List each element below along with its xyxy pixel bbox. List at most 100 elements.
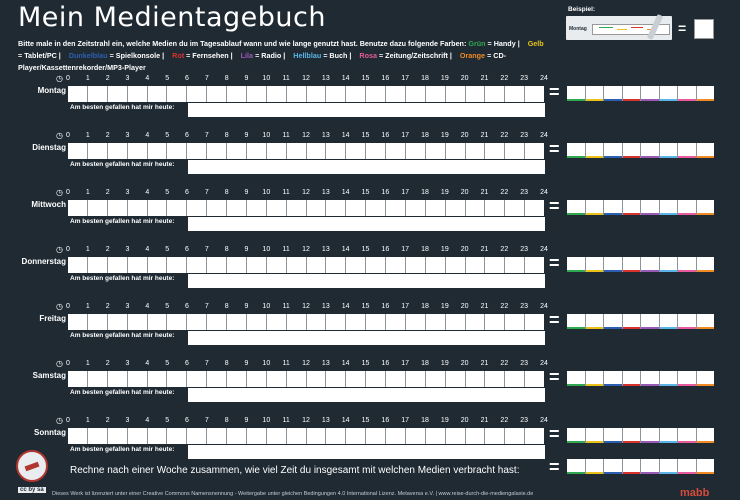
hour-cell[interactable] (128, 143, 148, 159)
hour-cell[interactable] (207, 86, 227, 102)
hour-cell[interactable] (386, 86, 406, 102)
hour-cell[interactable] (406, 314, 426, 330)
hour-cell[interactable] (287, 314, 307, 330)
total-slot[interactable] (641, 86, 660, 101)
hour-cell[interactable] (167, 314, 188, 330)
hour-cell[interactable] (287, 143, 307, 159)
hour-cell[interactable] (167, 371, 188, 387)
hour-cell[interactable] (505, 200, 526, 216)
hour-cell[interactable] (148, 86, 168, 102)
hour-cell[interactable] (187, 371, 208, 387)
hour-cell[interactable] (108, 371, 128, 387)
hour-cell[interactable] (128, 200, 148, 216)
hour-cell[interactable] (446, 371, 466, 387)
day-timeline[interactable] (68, 143, 544, 159)
hour-cell[interactable] (187, 314, 208, 330)
hour-cell[interactable] (148, 371, 168, 387)
total-slot[interactable] (604, 257, 623, 272)
hour-cell[interactable] (446, 428, 466, 444)
favorite-field[interactable] (188, 388, 545, 402)
total-slot[interactable] (622, 428, 641, 443)
hour-cell[interactable] (346, 371, 367, 387)
hour-cell[interactable] (207, 200, 227, 216)
total-slot[interactable] (696, 314, 714, 329)
hour-cell[interactable] (88, 428, 108, 444)
hour-cell[interactable] (366, 143, 386, 159)
total-slot[interactable] (641, 143, 660, 158)
hour-cell[interactable] (247, 371, 267, 387)
hour-cell[interactable] (287, 257, 307, 273)
hour-cell[interactable] (446, 143, 466, 159)
hour-cell[interactable] (227, 314, 247, 330)
hour-cell[interactable] (148, 428, 168, 444)
total-slot[interactable] (696, 257, 714, 272)
hour-cell[interactable] (267, 143, 287, 159)
hour-cell[interactable] (187, 200, 208, 216)
hour-cell[interactable] (307, 371, 327, 387)
total-slot[interactable] (567, 257, 586, 272)
hour-cell[interactable] (68, 257, 88, 273)
hour-cell[interactable] (485, 371, 506, 387)
total-slot[interactable] (567, 459, 586, 474)
total-slot[interactable] (696, 86, 714, 101)
hour-cell[interactable] (187, 428, 208, 444)
day-totals[interactable] (567, 428, 714, 443)
hour-cell[interactable] (466, 371, 486, 387)
total-slot[interactable] (585, 257, 604, 272)
hour-cell[interactable] (426, 86, 446, 102)
favorite-field[interactable] (188, 331, 545, 345)
hour-cell[interactable] (426, 371, 446, 387)
total-slot[interactable] (604, 371, 623, 386)
total-slot[interactable] (604, 314, 623, 329)
hour-cell[interactable] (108, 314, 128, 330)
hour-cell[interactable] (326, 371, 347, 387)
total-slot[interactable] (567, 200, 586, 215)
hour-cell[interactable] (207, 257, 227, 273)
hour-cell[interactable] (505, 143, 526, 159)
favorite-field[interactable] (188, 217, 545, 231)
total-slot[interactable] (641, 459, 660, 474)
hour-cell[interactable] (326, 86, 347, 102)
total-slot[interactable] (622, 257, 641, 272)
hour-cell[interactable] (366, 200, 386, 216)
total-slot[interactable] (678, 143, 697, 158)
hour-cell[interactable] (227, 371, 247, 387)
hour-cell[interactable] (128, 314, 148, 330)
hour-cell[interactable] (485, 428, 506, 444)
hour-cell[interactable] (346, 86, 367, 102)
hour-cell[interactable] (386, 257, 406, 273)
hour-cell[interactable] (326, 143, 347, 159)
total-slot[interactable] (622, 143, 641, 158)
hour-cell[interactable] (386, 200, 406, 216)
total-slot[interactable] (678, 257, 697, 272)
hour-cell[interactable] (466, 143, 486, 159)
hour-cell[interactable] (426, 200, 446, 216)
total-slot[interactable] (585, 459, 604, 474)
hour-cell[interactable] (167, 143, 188, 159)
hour-cell[interactable] (485, 200, 506, 216)
total-slot[interactable] (678, 314, 697, 329)
hour-cell[interactable] (68, 314, 88, 330)
hour-cell[interactable] (68, 200, 88, 216)
hour-cell[interactable] (227, 143, 247, 159)
total-slot[interactable] (678, 428, 697, 443)
hour-cell[interactable] (505, 371, 526, 387)
total-slot[interactable] (659, 200, 678, 215)
hour-cell[interactable] (108, 428, 128, 444)
day-timeline[interactable] (68, 371, 544, 387)
total-slot[interactable] (604, 428, 623, 443)
total-slot[interactable] (659, 257, 678, 272)
hour-cell[interactable] (366, 314, 386, 330)
hour-cell[interactable] (68, 143, 88, 159)
hour-cell[interactable] (466, 200, 486, 216)
total-slot[interactable] (567, 371, 586, 386)
hour-cell[interactable] (406, 257, 426, 273)
total-slot[interactable] (696, 459, 714, 474)
hour-cell[interactable] (346, 257, 367, 273)
hour-cell[interactable] (187, 143, 208, 159)
hour-cell[interactable] (207, 143, 227, 159)
hour-cell[interactable] (247, 257, 267, 273)
hour-cell[interactable] (426, 257, 446, 273)
total-slot[interactable] (696, 371, 714, 386)
hour-cell[interactable] (386, 428, 406, 444)
